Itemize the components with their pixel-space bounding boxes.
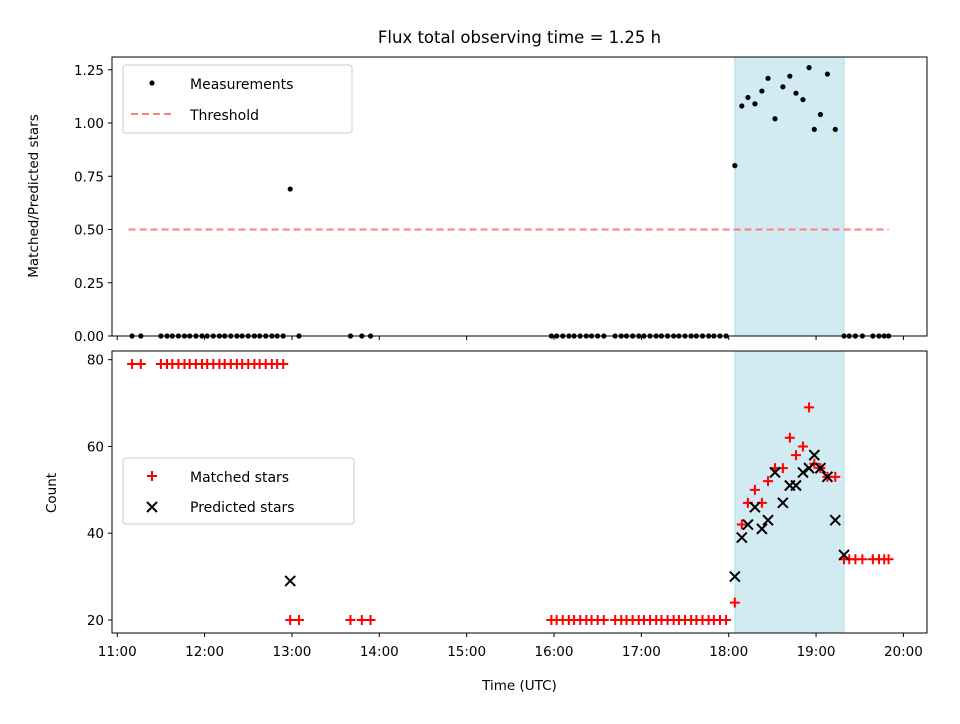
top-y-tick-label: 0.25 [74,276,104,292]
bottom-y-tick-label: 40 [87,526,104,542]
measurements-point [800,96,806,103]
predicted-stars-point [829,514,841,526]
measurements-point [793,90,799,96]
predicted-stars-point [769,466,781,479]
predicted-stars-point [756,523,768,535]
predicted-stars-point [749,501,761,513]
matched-stars-point [721,614,732,625]
top-shaded-span [734,56,845,337]
top-y-tick-label: 0.50 [74,223,104,239]
x-tick-label: 19:00 [797,644,836,660]
matched-stars-point [356,614,367,625]
measurements-point [765,75,771,81]
measurements-point [780,84,786,90]
matched-stars-point [598,614,609,625]
bottom-panel: 20 40 60 80 11:00 12:00 13:00 14:00 15:00 16:00 17… [87,350,928,660]
x-tick-label: 15:00 [447,644,486,660]
measurements-point [759,88,765,94]
bottom-y-tick-label: 80 [87,353,104,369]
matched-stars-point [127,359,138,370]
top-y-axis-label: Matched/Predicted stars [26,114,42,277]
matched-stars-point [784,432,795,443]
x-axis-label: Time (UTC) [481,678,557,694]
matched-stars-point [729,597,740,608]
top-y-tick-label: 0.00 [74,329,104,345]
predicted-stars-point [814,462,827,474]
top-y-tick-label: 0.75 [74,169,104,185]
predicted-stars-point [777,497,789,509]
predicted-stars-point [742,518,754,531]
x-tick-label: 14:00 [360,644,399,660]
matched-stars-point [293,614,304,625]
predicted-stars-point [729,570,741,583]
bottom-y-tick-label: 60 [87,439,104,455]
predicted-stars-point [736,531,748,544]
legend-predicted-label: Predicted stars [190,500,295,516]
matched-stars-point [365,614,376,625]
predicted-stars-point [790,479,802,492]
matched-stars-point [830,471,841,482]
measurements-point [752,101,758,107]
x-tick-label: 12:00 [185,644,224,660]
matched-stars-point [804,402,815,413]
measurements-point [772,116,778,122]
legend-matched-marker [147,471,157,481]
predicted-stars-point [821,471,834,483]
measurements-point [824,71,831,77]
bottom-axes-frame [111,350,928,634]
legend-threshold-label: Threshold [189,108,259,124]
top-legend-box [122,64,353,134]
measurements-point [832,126,838,133]
predicted-stars-point [808,449,821,461]
matched-stars-point [285,614,296,625]
matched-stars-point [736,519,747,530]
legend-matched-label: Matched stars [190,470,289,486]
bottom-legend-box [122,457,355,525]
measurements-point [745,94,751,101]
matched-stars-point [345,614,356,625]
predicted-stars-point [797,466,809,479]
matched-stars-point [797,441,808,452]
matched-stars-point [763,476,774,487]
predicted-stars-point [838,549,850,561]
x-tick-label: 13:00 [272,644,311,660]
x-tick-label: 11:00 [98,644,137,660]
bottom-y-axis-label: Count [44,473,60,513]
measurements-point [287,186,293,192]
matched-stars-point [790,450,801,461]
x-tick-label: 17:00 [622,644,661,660]
x-tick-label: 20:00 [884,644,923,660]
x-tick-label: 16:00 [535,644,574,660]
top-axes-frame [111,56,928,337]
measurements-point [806,65,812,71]
bottom-y-tick-label: 20 [87,613,104,629]
measurements-point [739,103,745,109]
measurements-point [787,73,793,79]
legend-predicted-marker [146,501,158,513]
predicted-stars-point [803,462,815,474]
top-y-tick-label: 1.00 [74,116,104,132]
bottom-shaded-span [734,350,845,634]
matched-stars-point [749,484,760,495]
measurements-point [732,163,738,169]
predicted-stars-point [284,575,296,587]
top-y-tick-label: 1.25 [74,63,104,79]
legend-measurements-label: Measurements [190,77,293,93]
measurements-point [817,111,824,118]
bottom-legend: Matched stars Predicted stars [122,457,355,525]
matched-stars-point [135,359,146,370]
measurements-point [811,126,817,133]
matched-stars-point [278,359,289,370]
legend-measurements-marker [149,80,155,86]
predicted-stars-point [762,514,774,526]
x-tick-label: 18:00 [709,644,748,660]
matched-stars-point [857,554,868,565]
top-legend: Measurements Threshold [122,64,353,134]
matched-stars-point [883,554,894,565]
chart-title: Flux total observing time = 1.25 h [378,28,661,47]
top-panel: 0.00 0.25 0.50 0.75 1.00 1.25 Measurements Thre… [74,56,928,345]
